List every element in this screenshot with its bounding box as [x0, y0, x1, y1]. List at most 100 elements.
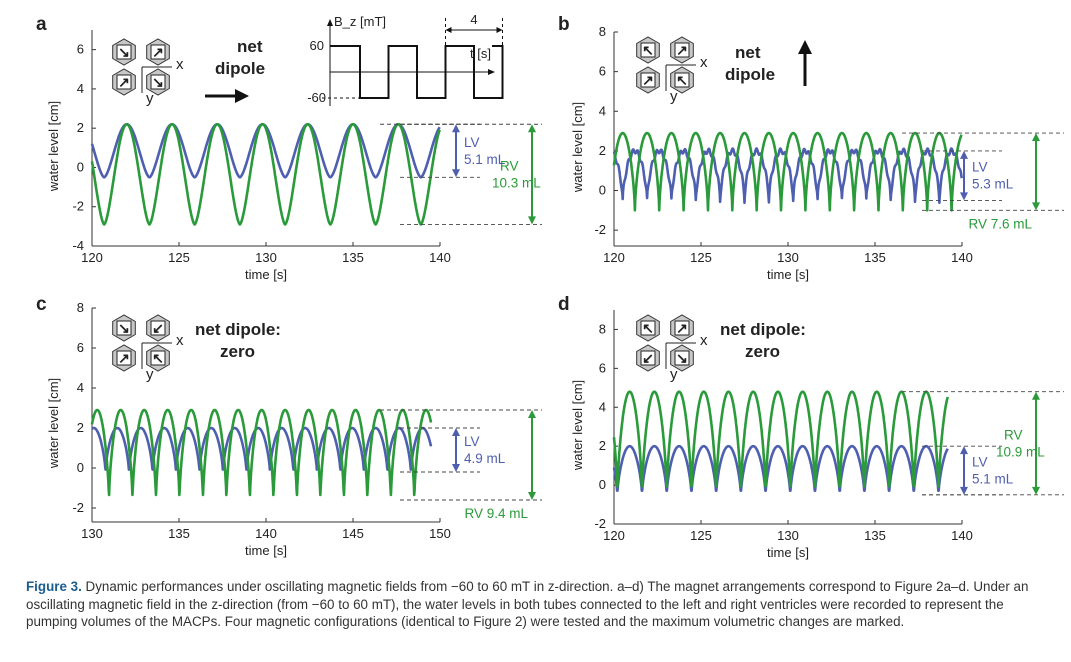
magnet-square	[150, 74, 166, 90]
panel-d: d 120 125 130 135 140 -2 0 2 4 6 8 time [s] water lev…	[558, 294, 1064, 560]
panel-label: a	[36, 14, 47, 35]
lv-volume: 4.9 mL	[464, 451, 506, 466]
panel-b: b 120 125 130 135 140 -2 0 2 4 6 8 time [s] water lev…	[558, 14, 1064, 282]
x-tick-label: 140	[429, 250, 451, 265]
figure-caption: Figure 3. Dynamic performances under osc…	[26, 578, 1056, 631]
rv-volume: 10.9 mL	[996, 444, 1045, 459]
inset-x-arrow	[488, 69, 495, 75]
x-tick-label: 135	[864, 250, 886, 265]
rv-arrow-head-up	[528, 410, 536, 418]
x-tick-label: 130	[255, 250, 277, 265]
lv-label: LV	[464, 434, 480, 449]
magnet-square	[150, 44, 166, 60]
rv-volume: 10.3 mL	[492, 175, 541, 190]
y-tick-label: 2	[77, 420, 84, 435]
magnet-arrow-icon: ↗	[152, 44, 164, 60]
magnet-arrow-icon: ↗	[118, 74, 130, 90]
x-tick-label: 120	[81, 250, 103, 265]
x-tick-label: 120	[603, 250, 625, 265]
y-tick-label: 2	[599, 143, 606, 158]
magnet-square	[640, 72, 656, 88]
y-axis-label: water level [cm]	[570, 380, 585, 471]
series-rv-line	[90, 408, 433, 497]
panel-label: c	[36, 294, 47, 315]
panel-c: c 130 135 140 145 150 -2 0 2 4 6 8 time [s] water lev…	[36, 294, 542, 558]
magnet-arrow-icon: ↘	[118, 320, 130, 336]
x-tick-label: 130	[81, 526, 103, 541]
dipole-text-line2: dipole	[725, 65, 775, 84]
period-label: 4	[470, 12, 477, 27]
magnet-arrow-icon: ↘	[152, 74, 164, 90]
magnet-square	[116, 74, 132, 90]
x-tick-label: 135	[864, 528, 886, 543]
y-tick-label: 2	[599, 438, 606, 453]
lv-arrow-head-down	[452, 464, 460, 472]
y-tick-label: 4	[599, 399, 606, 414]
lv-arrow-head-up	[452, 428, 460, 436]
magnet-arrow-icon: ↘	[118, 44, 130, 60]
y-tick-label: 0	[599, 477, 606, 492]
y-tick-label: 8	[599, 24, 606, 39]
rv-label: RV 7.6 mL	[968, 216, 1032, 231]
x-direction-label: x	[700, 54, 708, 71]
x-tick-label: 140	[951, 528, 973, 543]
rv-arrow-head-down	[528, 492, 536, 500]
magnet-square	[150, 350, 166, 366]
series-lv-line	[91, 426, 433, 471]
magnet-square	[116, 350, 132, 366]
y-tick-label: 0	[77, 460, 84, 475]
magnet-square	[640, 350, 656, 366]
magnet-square	[674, 72, 690, 88]
rv-arrow-head-up	[1032, 391, 1040, 400]
rv-arrow-head-down	[1032, 202, 1040, 211]
x-tick-label: 135	[342, 250, 364, 265]
y-tick-label: -2	[72, 199, 84, 214]
rv-label: RV	[500, 158, 519, 173]
inset-y-arrow	[327, 19, 333, 26]
y-direction-label: y	[670, 88, 678, 105]
x-tick-label: 125	[690, 528, 712, 543]
dipole-text-line2: zero	[745, 342, 780, 361]
magnet-arrow-icon: ↗	[118, 350, 130, 366]
x-axis-label: time [s]	[767, 267, 809, 282]
rv-label: RV 9.4 mL	[464, 506, 528, 521]
lv-label: LV	[464, 135, 480, 150]
lv-arrow-head-down	[960, 486, 968, 495]
x-direction-label: x	[700, 332, 708, 349]
magnet-arrow-icon: ↙	[642, 350, 654, 366]
magnet-arrow-icon: ↖	[642, 320, 654, 336]
magnet-arrow-icon: ↗	[642, 72, 654, 88]
y-axis-label: water level [cm]	[46, 101, 61, 192]
lv-arrow-head-down	[960, 192, 968, 201]
y-tick-label: 6	[77, 42, 84, 57]
series-rv-line	[612, 131, 963, 212]
rv-arrow-head-down	[528, 216, 536, 225]
x-axis-label: time [s]	[767, 545, 809, 560]
lv-volume: 5.1 mL	[464, 152, 506, 167]
lv-volume: 5.3 mL	[972, 177, 1014, 192]
dipole-text-line1: net dipole:	[720, 320, 806, 339]
lv-label: LV	[972, 455, 988, 470]
lv-arrow-head-up	[452, 124, 460, 133]
y-tick-label: -2	[72, 500, 84, 515]
x-tick-label: 125	[168, 250, 190, 265]
series-lv-line	[612, 444, 949, 492]
y-tick-label: 0	[77, 159, 84, 174]
x-axis-label: time [s]	[245, 543, 287, 558]
magnet-arrow-icon: ↗	[676, 42, 688, 58]
y-tick-label: 6	[599, 64, 606, 79]
inset-low-label: -60	[307, 90, 326, 105]
y-tick-label: 2	[77, 120, 84, 135]
y-axis-label: water level [cm]	[570, 102, 585, 193]
magnet-square	[640, 42, 656, 58]
x-tick-label: 125	[690, 250, 712, 265]
lv-arrow-head-up	[960, 446, 968, 455]
x-tick-label: 140	[255, 526, 277, 541]
lv-label: LV	[972, 160, 988, 175]
magnet-square	[150, 320, 166, 336]
y-tick-label: 6	[77, 340, 84, 355]
period-arrow-left	[445, 27, 452, 33]
inset-x-label: t [s]	[470, 46, 491, 61]
rv-arrow-head-down	[1032, 486, 1040, 495]
dipole-text-line2: dipole	[215, 59, 265, 78]
